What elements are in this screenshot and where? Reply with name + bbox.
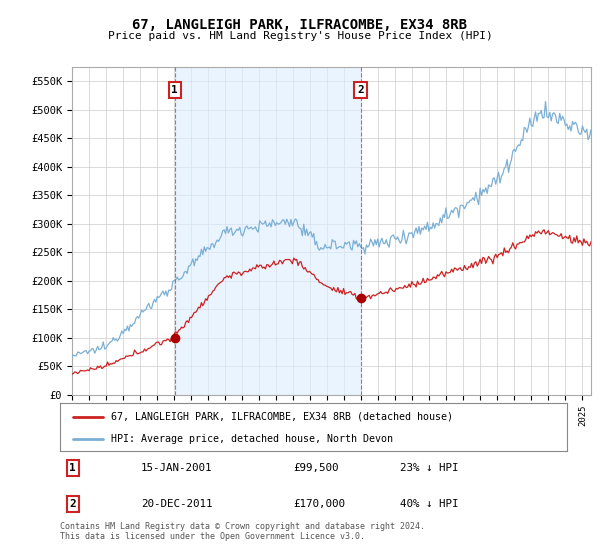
Text: HPI: Average price, detached house, North Devon: HPI: Average price, detached house, Nort… bbox=[111, 434, 392, 444]
Text: 1: 1 bbox=[172, 85, 178, 95]
Text: £99,500: £99,500 bbox=[293, 463, 339, 473]
Text: 1: 1 bbox=[70, 463, 76, 473]
Text: £170,000: £170,000 bbox=[293, 499, 345, 509]
Text: 23% ↓ HPI: 23% ↓ HPI bbox=[400, 463, 458, 473]
Bar bbox=[175, 67, 361, 395]
Text: 2: 2 bbox=[70, 499, 76, 509]
Text: 20-DEC-2011: 20-DEC-2011 bbox=[141, 499, 212, 509]
Text: Contains HM Land Registry data © Crown copyright and database right 2024.
This d: Contains HM Land Registry data © Crown c… bbox=[60, 522, 425, 542]
Text: 67, LANGLEIGH PARK, ILFRACOMBE, EX34 8RB (detached house): 67, LANGLEIGH PARK, ILFRACOMBE, EX34 8RB… bbox=[111, 412, 453, 422]
Text: 15-JAN-2001: 15-JAN-2001 bbox=[141, 463, 212, 473]
Text: 2: 2 bbox=[357, 85, 364, 95]
Text: 67, LANGLEIGH PARK, ILFRACOMBE, EX34 8RB: 67, LANGLEIGH PARK, ILFRACOMBE, EX34 8RB bbox=[133, 18, 467, 32]
Text: 40% ↓ HPI: 40% ↓ HPI bbox=[400, 499, 458, 509]
Text: Price paid vs. HM Land Registry's House Price Index (HPI): Price paid vs. HM Land Registry's House … bbox=[107, 31, 493, 41]
